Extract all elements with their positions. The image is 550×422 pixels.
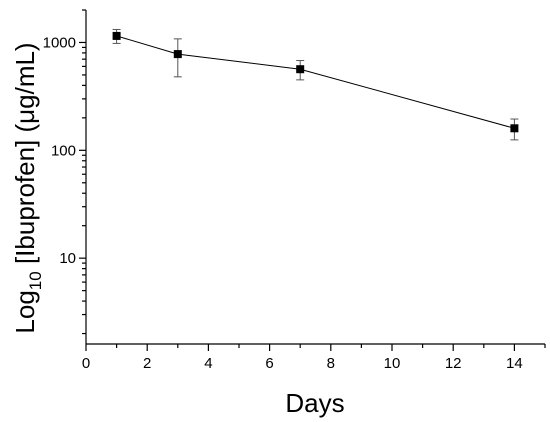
- y-axis-title-subscript: 10: [26, 271, 45, 290]
- y-axis-title-main: Log: [10, 290, 40, 333]
- y-axis-title: Log10 [Ibuprofen] (μg/mL): [10, 42, 45, 333]
- x-tick-label: 10: [384, 355, 401, 372]
- x-tick-label: 8: [327, 355, 335, 372]
- x-tick-label: 4: [204, 355, 212, 372]
- x-tick-label: 6: [265, 355, 273, 372]
- x-tick-label: 0: [82, 355, 90, 372]
- series-group: [112, 28, 519, 141]
- y-axis-title-rest: [Ibuprofen] (μg/mL): [10, 42, 40, 271]
- data-point: [112, 31, 121, 40]
- x-axis-title: Days: [285, 388, 344, 418]
- y-axis: 10 100 1000: [43, 9, 86, 335]
- data-point: [510, 124, 519, 133]
- x-tick-label: 14: [506, 355, 523, 372]
- data-point: [173, 50, 182, 59]
- y-tick-label: 1000: [43, 34, 76, 51]
- data-point: [296, 65, 305, 74]
- y-tick-label: 100: [51, 142, 76, 159]
- plot-area: [85, 10, 545, 345]
- x-tick-label: 12: [445, 355, 462, 372]
- y-tick-label: 10: [59, 250, 76, 267]
- x-tick-label: 2: [143, 355, 151, 372]
- series-line: [116, 35, 515, 129]
- x-axis: 0 2 4 6 8 10 12 14: [82, 344, 546, 372]
